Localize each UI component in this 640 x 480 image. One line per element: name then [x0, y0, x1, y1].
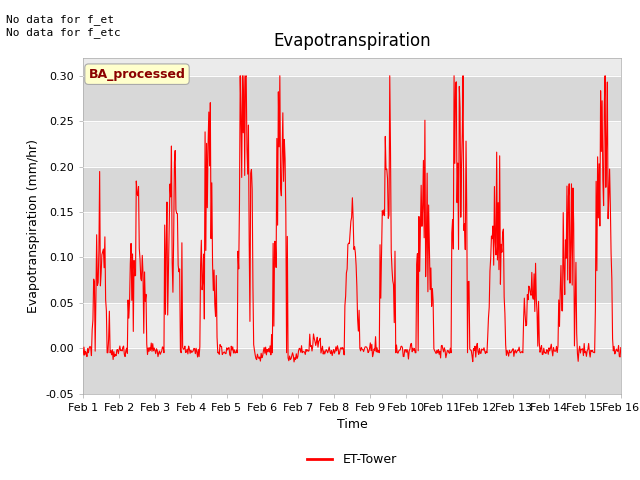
Bar [83, 348, 621, 394]
X-axis label: Time: Time [337, 418, 367, 431]
Text: BA_processed: BA_processed [88, 68, 186, 81]
Title: Evapotranspiration: Evapotranspiration [273, 33, 431, 50]
Text: No data for f_et
No data for f_etc: No data for f_et No data for f_etc [6, 14, 121, 38]
Legend: ET-Tower: ET-Tower [302, 448, 402, 471]
Y-axis label: Evapotranspiration (mm/hr): Evapotranspiration (mm/hr) [27, 139, 40, 312]
Bar [83, 257, 621, 303]
Bar [83, 167, 621, 212]
Bar [83, 76, 621, 121]
